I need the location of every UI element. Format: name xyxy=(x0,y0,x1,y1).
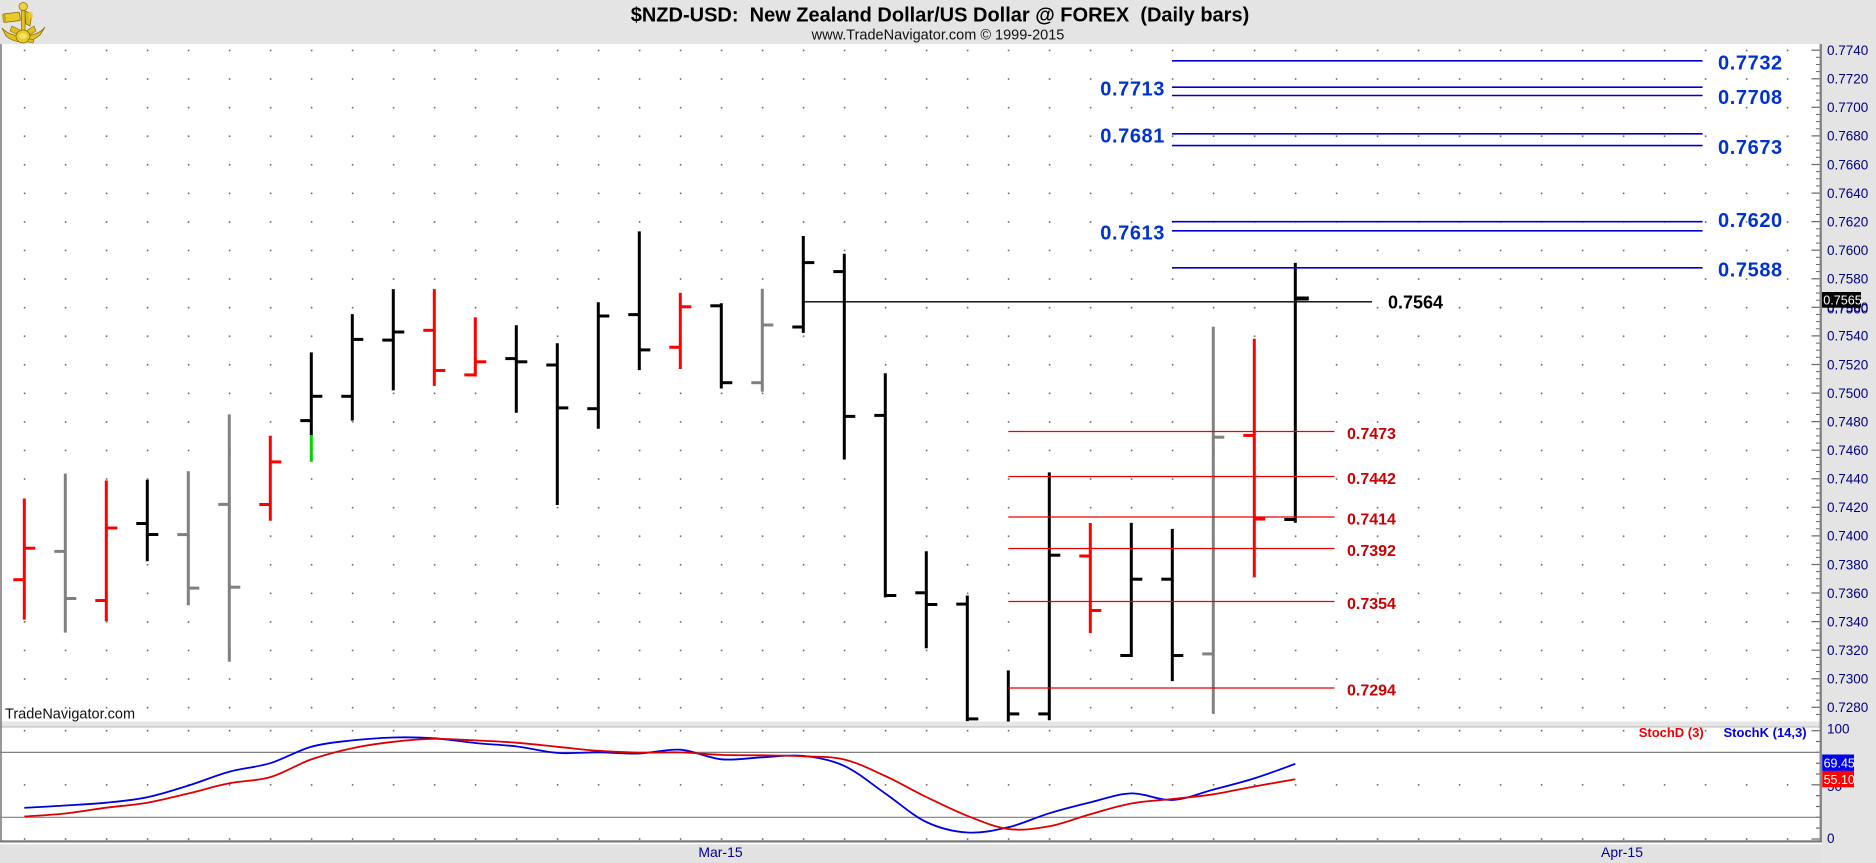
svg-text:0.7540: 0.7540 xyxy=(1827,329,1868,344)
svg-text:0.7564: 0.7564 xyxy=(1388,293,1443,313)
svg-text:0.7294: 0.7294 xyxy=(1347,683,1396,700)
svg-text:TradeNavigator.com: TradeNavigator.com xyxy=(5,707,135,723)
svg-text:0.7740: 0.7740 xyxy=(1827,43,1868,58)
svg-text:0.7320: 0.7320 xyxy=(1827,643,1868,658)
svg-text:0.7565: 0.7565 xyxy=(1823,293,1862,307)
svg-text:Apr-15: Apr-15 xyxy=(1601,844,1643,860)
svg-text:0.7713: 0.7713 xyxy=(1100,79,1165,101)
svg-text:$NZD-USD: New Zealand Dollar/: $NZD-USD: New Zealand Dollar/US Dollar @… xyxy=(631,5,1250,27)
svg-text:0.7392: 0.7392 xyxy=(1347,543,1396,560)
svg-text:StochD (3): StochD (3) xyxy=(1639,725,1704,740)
svg-text:Mar-15: Mar-15 xyxy=(698,844,743,860)
svg-text:0.7620: 0.7620 xyxy=(1718,210,1783,232)
svg-text:0.7600: 0.7600 xyxy=(1827,243,1868,258)
svg-text:0.7360: 0.7360 xyxy=(1827,586,1868,601)
svg-text:0.7400: 0.7400 xyxy=(1827,529,1868,544)
svg-text:55.10: 55.10 xyxy=(1824,773,1855,787)
svg-text:StochK (14,3): StochK (14,3) xyxy=(1724,725,1807,740)
svg-text:0.7300: 0.7300 xyxy=(1827,672,1868,687)
svg-text:0.7442: 0.7442 xyxy=(1347,471,1396,488)
svg-text:0.7680: 0.7680 xyxy=(1827,129,1868,144)
svg-text:0.7708: 0.7708 xyxy=(1718,87,1783,109)
svg-text:0.7700: 0.7700 xyxy=(1827,100,1868,115)
svg-text:0.7280: 0.7280 xyxy=(1827,700,1868,715)
svg-text:www.TradeNavigator.com © 1999-: www.TradeNavigator.com © 1999-2015 xyxy=(811,28,1065,44)
svg-text:0.7354: 0.7354 xyxy=(1347,596,1396,613)
svg-text:0.7380: 0.7380 xyxy=(1827,557,1868,572)
svg-text:100: 100 xyxy=(1827,722,1850,737)
svg-text:0.7580: 0.7580 xyxy=(1827,272,1868,287)
svg-text:0.7340: 0.7340 xyxy=(1827,614,1868,629)
svg-text:0.7640: 0.7640 xyxy=(1827,186,1868,201)
svg-text:69.45: 69.45 xyxy=(1824,757,1855,771)
svg-text:0.7520: 0.7520 xyxy=(1827,357,1868,372)
svg-text:0.7660: 0.7660 xyxy=(1827,157,1868,172)
svg-text:0.7613: 0.7613 xyxy=(1100,222,1165,244)
svg-text:0.7588: 0.7588 xyxy=(1718,259,1783,281)
svg-text:0.7414: 0.7414 xyxy=(1347,512,1396,529)
svg-text:0.7681: 0.7681 xyxy=(1100,125,1165,147)
svg-text:0.7720: 0.7720 xyxy=(1827,72,1868,87)
svg-text:0.7460: 0.7460 xyxy=(1827,443,1868,458)
svg-text:0.7620: 0.7620 xyxy=(1827,214,1868,229)
svg-text:0.7420: 0.7420 xyxy=(1827,500,1868,515)
svg-text:0: 0 xyxy=(1827,831,1835,846)
svg-text:0.7732: 0.7732 xyxy=(1718,52,1783,74)
svg-text:0.7673: 0.7673 xyxy=(1718,137,1783,159)
svg-text:0.7473: 0.7473 xyxy=(1347,426,1396,443)
svg-text:0.7480: 0.7480 xyxy=(1827,414,1868,429)
svg-text:0.7500: 0.7500 xyxy=(1827,386,1868,401)
svg-text:0.7440: 0.7440 xyxy=(1827,472,1868,487)
